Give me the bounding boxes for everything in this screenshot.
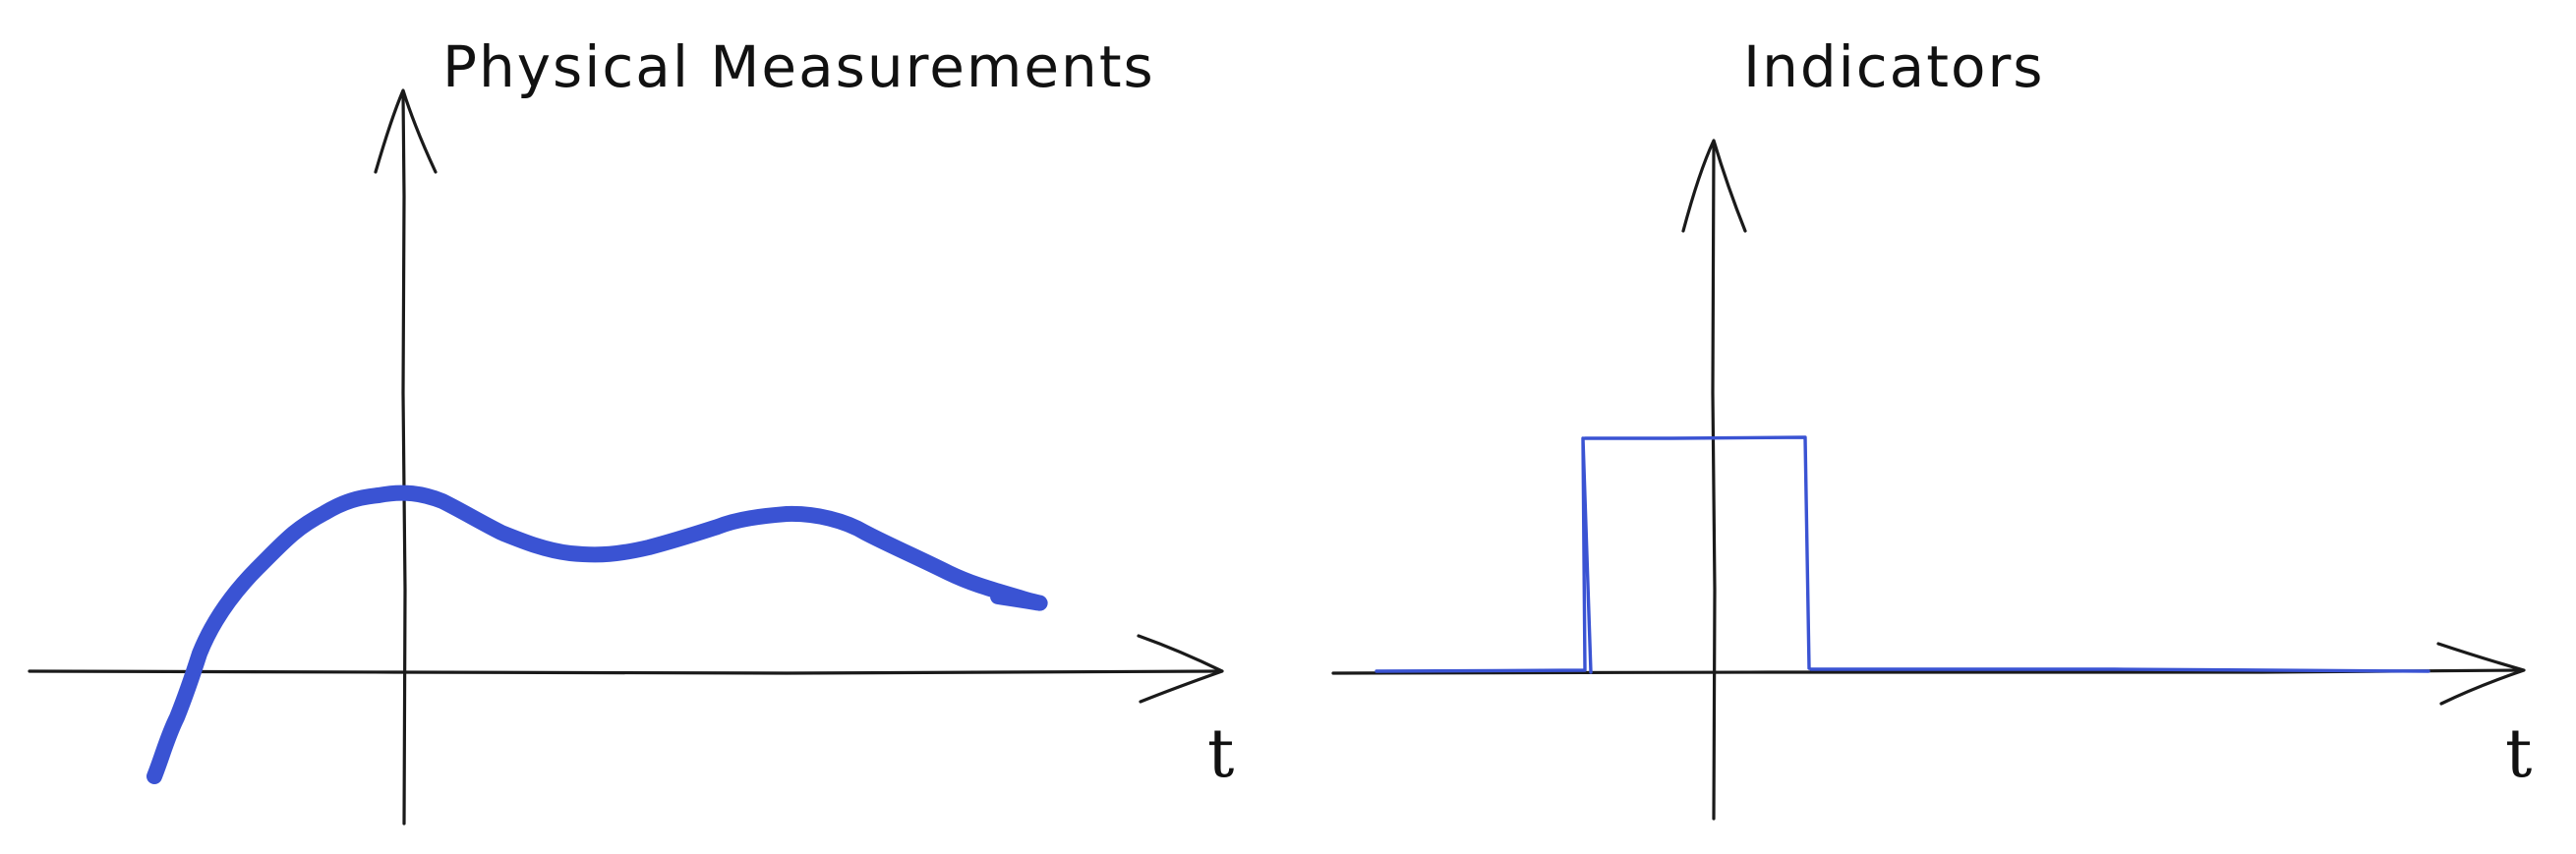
physical-x-axis-label: t: [1207, 715, 1234, 793]
physical-y-axis: [401, 91, 407, 826]
physical-x-axis-arrowhead: [1137, 634, 1224, 704]
indicators-panel: Indicators t: [1331, 33, 2532, 821]
physical-y-axis-arrowhead: [374, 88, 438, 174]
physical-measurement-curve: [146, 484, 1048, 784]
indicators-title: Indicators: [1743, 33, 2045, 100]
physical-measurements-panel: Physical Measurements t: [28, 33, 1234, 826]
indicators-x-axis-label: t: [2505, 715, 2532, 793]
physical-measurements-title: Physical Measurements: [442, 33, 1155, 100]
indicator-pulse-signal: [1375, 435, 2430, 674]
indicators-y-axis: [1711, 143, 1717, 821]
indicators-y-axis-arrowhead: [1681, 139, 1747, 233]
physical-x-axis: [28, 669, 1221, 675]
indicators-x-axis-arrowhead: [2436, 642, 2526, 706]
